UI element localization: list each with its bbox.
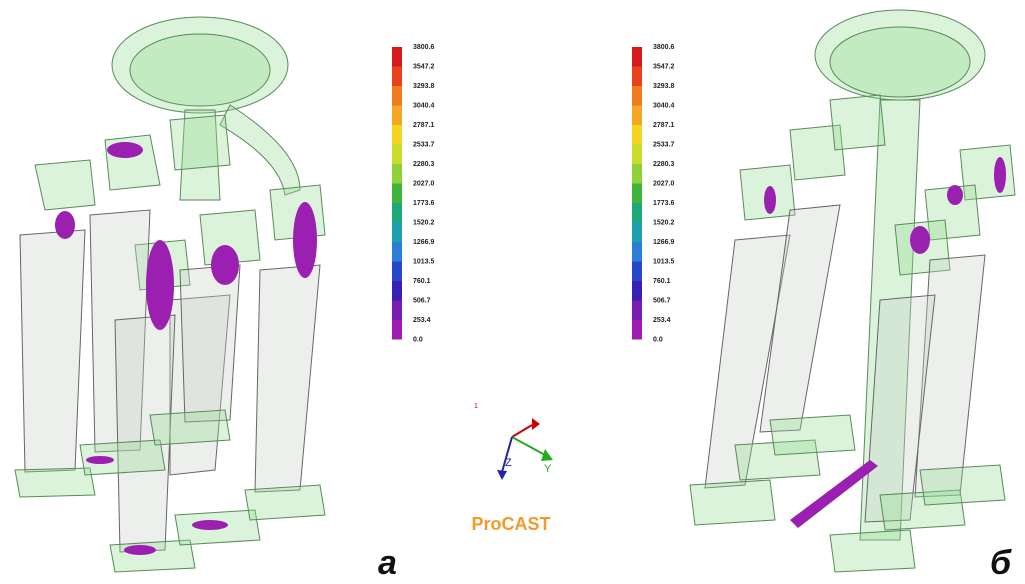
legend-label: 760.1 bbox=[413, 278, 431, 285]
legend-swatch bbox=[632, 301, 642, 321]
legend-swatch bbox=[392, 184, 402, 204]
legend-swatch bbox=[392, 301, 402, 321]
legend-swatch bbox=[632, 184, 642, 204]
legend-label: 3547.2 bbox=[413, 63, 435, 70]
legend-swatch bbox=[632, 47, 642, 67]
casting-a bbox=[15, 17, 325, 572]
legend-swatch bbox=[632, 281, 642, 301]
legend-swatch bbox=[392, 203, 402, 223]
legend-swatch bbox=[632, 242, 642, 262]
panel-label: а bbox=[378, 544, 397, 582]
legend-swatch bbox=[392, 281, 402, 301]
legend-swatch bbox=[392, 47, 402, 67]
legend-label: 0.0 bbox=[653, 336, 663, 343]
brand: ProCAST bbox=[471, 514, 550, 534]
legend-swatch bbox=[632, 86, 642, 106]
figure: 1 Z Y ProCAST а б 3800.6 3547.2 3293.8 3040… bbox=[0, 0, 1025, 584]
legend-label: 2280.3 bbox=[413, 161, 435, 168]
legend-label: 3293.8 bbox=[413, 83, 435, 90]
legend-swatch bbox=[632, 164, 642, 184]
legend-label: 1773.6 bbox=[413, 200, 435, 207]
legend-swatch bbox=[392, 223, 402, 243]
legend-label: 506.7 bbox=[653, 297, 671, 304]
casting-b bbox=[690, 10, 1015, 572]
legend-label: 1520.2 bbox=[653, 219, 675, 226]
legend-label: 1013.5 bbox=[653, 258, 675, 265]
legend-swatch bbox=[392, 164, 402, 184]
legend-swatch bbox=[392, 67, 402, 87]
legend-label: 2533.7 bbox=[653, 141, 675, 148]
legend-swatch bbox=[392, 125, 402, 145]
legend-label: 2787.1 bbox=[653, 122, 675, 129]
legend-swatch bbox=[392, 106, 402, 126]
legend-label: 2533.7 bbox=[413, 141, 435, 148]
legend-label: 1266.9 bbox=[653, 239, 675, 246]
legend-label: 2027.0 bbox=[413, 180, 435, 187]
legend-label: 2787.1 bbox=[413, 122, 435, 129]
legend-label: 2027.0 bbox=[653, 180, 675, 187]
legend-swatch bbox=[632, 223, 642, 243]
legend-label: 1520.2 bbox=[413, 219, 435, 226]
legend-label: 3800.6 bbox=[413, 44, 435, 51]
legend-label: 506.7 bbox=[413, 297, 431, 304]
legend-label: 3040.4 bbox=[653, 102, 675, 109]
legend-swatch bbox=[632, 145, 642, 165]
legend-swatch bbox=[392, 320, 402, 340]
legend-label: 1266.9 bbox=[413, 239, 435, 246]
legend-label: 1013.5 bbox=[413, 258, 435, 265]
legend-label: 253.4 bbox=[413, 317, 431, 324]
legend-label: 3800.6 bbox=[653, 44, 675, 51]
legend-label: 3293.8 bbox=[653, 83, 675, 90]
axis-triad: 1 Z Y bbox=[474, 403, 553, 480]
legend-swatch bbox=[632, 106, 642, 126]
legend-swatch bbox=[392, 86, 402, 106]
legend-label: 0.0 bbox=[413, 336, 423, 343]
legend-swatch bbox=[632, 262, 642, 282]
axis-z-label: Z bbox=[505, 457, 512, 469]
legend-label: 2280.3 bbox=[653, 161, 675, 168]
axis-y-label: Y bbox=[544, 463, 552, 475]
legend-swatch bbox=[632, 67, 642, 87]
axis-x-label: 1 bbox=[474, 403, 478, 410]
legend-label: 3040.4 bbox=[413, 102, 435, 109]
legend-swatch bbox=[632, 320, 642, 340]
legend-label: 253.4 bbox=[653, 317, 671, 324]
legends: 3800.6 3547.2 3293.8 3040.4 2787.1 2533.7 2280… bbox=[392, 44, 675, 344]
legend-label: 760.1 bbox=[653, 278, 671, 285]
legend-swatch bbox=[392, 262, 402, 282]
legend-swatch bbox=[632, 203, 642, 223]
legend-swatch bbox=[392, 242, 402, 262]
legend-label: 1773.6 bbox=[653, 200, 675, 207]
legend-label: 3547.2 bbox=[653, 63, 675, 70]
legend-swatch bbox=[632, 125, 642, 145]
legend-swatch bbox=[392, 145, 402, 165]
panel-label: б bbox=[990, 544, 1012, 582]
